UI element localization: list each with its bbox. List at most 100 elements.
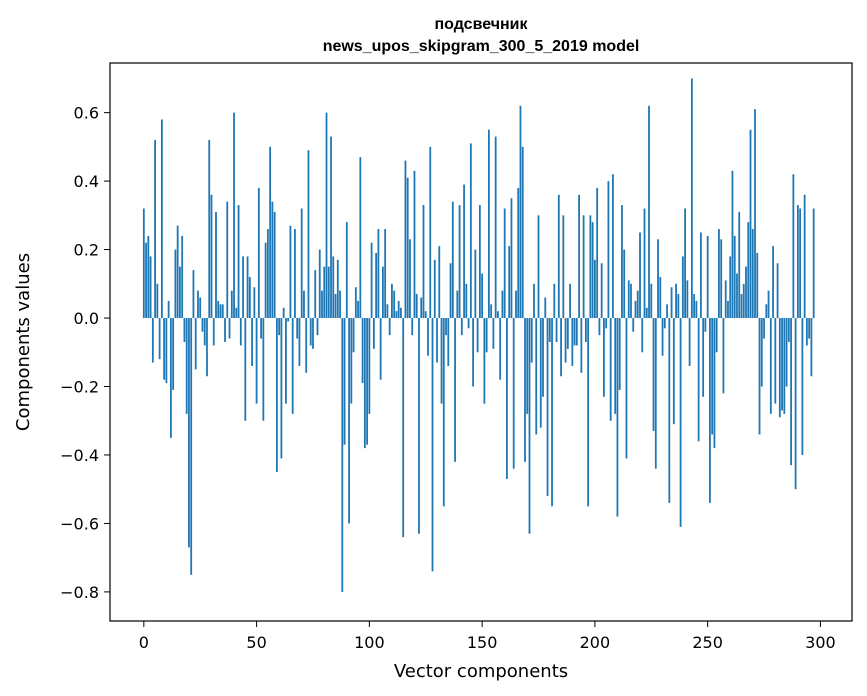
bar [379,318,382,380]
bar [533,283,535,319]
bar [548,318,551,342]
bar [424,311,427,319]
bar [654,318,657,469]
bar [492,318,495,349]
bar [388,318,391,336]
bar [183,318,186,342]
bar [598,318,601,336]
bar [697,318,700,442]
y-tick-label: 0.4 [74,172,99,191]
bar [458,205,461,319]
bar [409,239,411,319]
bar [659,276,662,319]
bar [404,160,407,319]
bar [440,318,443,404]
bar [253,287,256,319]
bar [190,318,193,575]
bar [239,318,242,346]
bar [605,318,608,329]
bar [765,304,768,319]
bar [805,318,808,346]
bar [221,304,224,319]
bar [551,318,553,507]
bar [269,146,272,319]
bar [400,307,402,319]
bar [197,290,199,319]
bar [366,318,368,445]
bar [686,280,689,319]
bar [781,318,783,411]
bar [433,259,436,319]
bar [582,215,585,319]
bar [330,136,332,319]
bar [309,318,312,346]
bar [517,187,520,319]
bar [316,318,319,336]
bar [681,256,684,319]
bar [792,174,795,319]
x-tick-label: 0 [139,633,149,652]
x-axis-label: Vector components [394,661,568,682]
bar [273,211,276,319]
bar [760,318,763,387]
bar [370,242,373,319]
bar [587,318,590,507]
x-tick-label: 300 [805,633,836,652]
bar [145,242,147,319]
bar [709,318,711,503]
y-tick-label: 0.0 [74,309,99,328]
x-tick-label: 100 [354,633,385,652]
bar [260,318,262,339]
bar [573,318,576,346]
bar [787,318,790,342]
bar [742,283,745,319]
bar [745,266,747,319]
bar [212,318,215,346]
bar [733,235,736,319]
bar [727,300,729,319]
bar [600,263,603,319]
bar [569,283,571,319]
bar [799,208,802,319]
bar [566,318,569,349]
bar [235,307,238,319]
bar [801,318,804,455]
bar [372,318,375,349]
bar [666,304,668,319]
bar [226,201,229,319]
bar [668,318,671,503]
bar [769,318,772,414]
bar [305,318,308,373]
bar [174,249,177,319]
bar [564,318,567,363]
bar [607,181,610,319]
bar [318,249,321,319]
bar [713,318,716,449]
bar [539,318,542,428]
bar [291,318,294,414]
bar [303,290,305,319]
bar [557,194,560,319]
bar [508,246,511,319]
bar [341,318,344,592]
bar [348,318,350,524]
bar [386,304,389,319]
bar [163,318,166,380]
bar [438,246,441,319]
bar [501,290,504,319]
bar [758,318,761,435]
bar [280,318,283,459]
bar [530,318,533,363]
bar [641,318,644,353]
bar [519,105,522,319]
bar [233,112,235,319]
bar [298,318,301,366]
bar [431,318,434,572]
bar [796,205,799,319]
bar [589,215,592,319]
bar [323,266,326,319]
bar [472,318,474,387]
bar [377,229,380,319]
bar [179,266,181,319]
bar [740,294,743,319]
